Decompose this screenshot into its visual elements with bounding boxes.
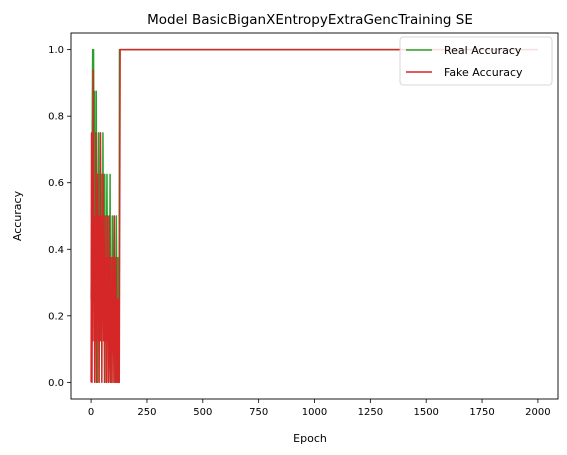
x-tick-label: 750: [249, 407, 268, 418]
legend-label-real-accuracy: Real Accuracy: [444, 44, 522, 57]
x-axis-ticks: 0 250 500 750 1000 1250 1500 1750 2000: [88, 399, 551, 418]
legend-label-fake-accuracy: Fake Accuracy: [444, 66, 523, 79]
y-tick-label: 1.0: [48, 45, 64, 56]
series-line-fake-accuracy: [90, 48, 538, 384]
x-tick-label: 2000: [525, 407, 550, 418]
legend: Real Accuracy Fake Accuracy: [399, 36, 553, 86]
chart-title: Model BasicBiganXEntropyExtraGencTrainin…: [147, 12, 473, 28]
y-tick-label: 0.0: [48, 378, 64, 389]
y-tick-label: 0.8: [48, 112, 64, 123]
x-tick-label: 1000: [302, 407, 327, 418]
y-tick-label: 0.6: [48, 178, 64, 189]
x-axis-label: Epoch: [293, 432, 327, 445]
x-tick-label: 250: [137, 407, 156, 418]
y-tick-label: 0.2: [48, 311, 64, 322]
y-axis-ticks: 0.0 0.2 0.4 0.6 0.8 1.0: [48, 45, 71, 389]
plot-series: [90, 48, 538, 384]
legend-box: [399, 36, 553, 86]
y-axis-label: Accuracy: [11, 190, 24, 241]
plot-frame: [70, 32, 559, 400]
x-tick-label: 1750: [469, 407, 494, 418]
x-tick-label: 0: [88, 407, 94, 418]
y-tick-label: 0.4: [48, 245, 64, 256]
x-tick-label: 500: [193, 407, 212, 418]
x-tick-label: 1250: [358, 407, 383, 418]
series-line-real-accuracy: [90, 48, 538, 384]
x-tick-label: 1500: [413, 407, 438, 418]
